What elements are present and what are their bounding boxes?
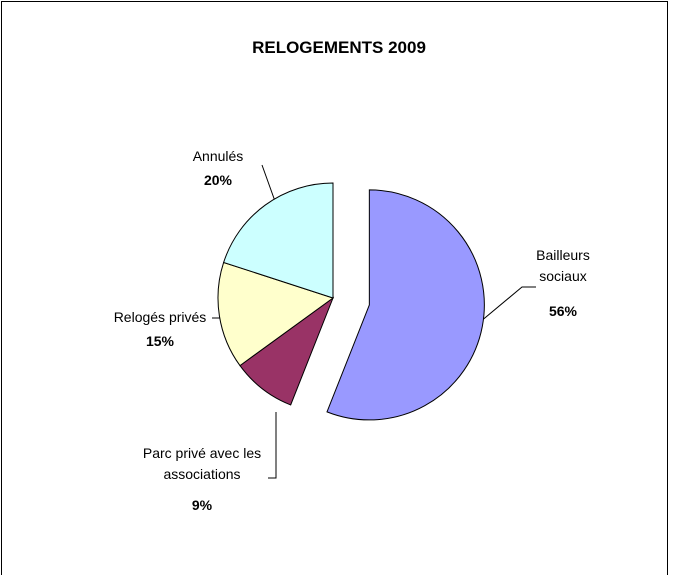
slice-label: Parc privé avec les associations — [142, 445, 262, 482]
slice-label: Relogés privés — [113, 309, 207, 325]
pie-slice — [217, 261, 335, 367]
chart-title: RELOGEMENTS 2009 — [252, 38, 426, 57]
slice-value-label: 56% — [548, 303, 578, 319]
leader-line — [261, 164, 277, 205]
slice-value-label: 9% — [191, 497, 213, 513]
pie-slice — [326, 189, 485, 421]
slice-value-label: 20% — [203, 172, 233, 188]
leader-line — [268, 412, 277, 479]
leader-lines — [212, 164, 536, 479]
pie-slice — [222, 182, 334, 299]
slice-label: Bailleurs sociaux — [536, 247, 590, 284]
slice-value-label: 15% — [145, 333, 175, 349]
slice-label: Annulés — [192, 148, 244, 164]
leader-line — [473, 286, 536, 328]
